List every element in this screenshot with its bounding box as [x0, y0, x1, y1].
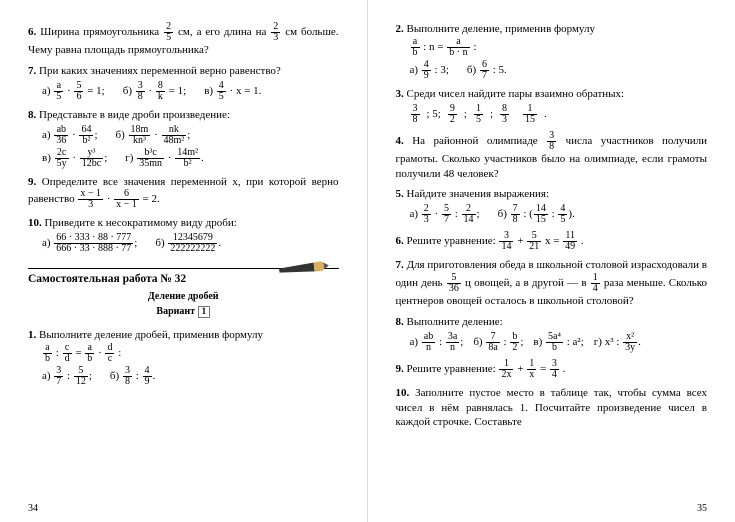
problem-8: 8. Представьте в виде дроби произведение…	[28, 108, 339, 169]
problem-3: 3. Среди чисел найдите пары взаимно обра…	[396, 87, 708, 125]
text: Выполните деление дробей, применив форму…	[39, 329, 263, 341]
problem-4: 4. На районной олимпиаде 38 числа участн…	[396, 131, 708, 182]
item-num: 6.	[28, 26, 36, 38]
item-num: 9.	[28, 176, 36, 188]
item-num: 6.	[396, 235, 404, 247]
item-num: 8.	[28, 109, 36, 121]
text: Выполните деление:	[407, 316, 503, 328]
text: Представьте в виде дроби произведение:	[39, 109, 230, 121]
text: Заполните пустое место в таблице так, чт…	[396, 387, 708, 429]
options-row: а) 37 : 512; б) 38 : 49.	[42, 366, 339, 387]
item-num: 8.	[396, 316, 404, 328]
item-num: 10.	[28, 217, 42, 229]
problem-6: 6. Ширина прямоугольника 25 см, а его дл…	[28, 22, 339, 58]
text: Найдите значения выражения:	[407, 188, 550, 200]
text: Среди чисел найдите пары взаимно обратны…	[407, 88, 625, 100]
item-num: 1.	[28, 329, 36, 341]
text: Ширина прямоугольника	[40, 26, 163, 38]
frac: 23	[271, 22, 280, 43]
frac: 25	[164, 22, 173, 43]
book-spread: 6. Ширина прямоугольника 25 см, а его дл…	[0, 0, 735, 522]
options-row: а) ab36 · 64b²; б) 18mkn³ · nk48m²;	[42, 125, 339, 146]
variant-box: 1	[198, 306, 211, 318]
section-title: Самостоятельная работа	[28, 273, 157, 285]
item-num: 2.	[396, 23, 404, 35]
item-num: 5.	[396, 188, 404, 200]
options-row: а) 23 · 57 : 214; б) 78 : (1415 : 45).	[410, 204, 708, 225]
options-row: а) a5 · 56 = 1; б) 38 · 8k = 1; в) 45 · …	[42, 81, 339, 102]
problem-9: 9. Определите все значения переменной x,…	[28, 175, 339, 211]
pencil-icon	[278, 261, 329, 276]
text: Приведите к несократимому виду дроби:	[45, 217, 237, 229]
problem-10r: 10. Заполните пустое место в таблице так…	[396, 386, 708, 431]
options-row: а) abn : 3an; б) 78a : b2; в) 5a⁴b : a²;…	[410, 332, 708, 353]
text: Решите уравнение:	[407, 363, 499, 375]
text: Определите все значения переменной x, пр…	[28, 176, 339, 206]
section-subtitle: Деление дробей	[28, 291, 339, 302]
page-left: 6. Ширина прямоугольника 25 см, а его дл…	[0, 0, 368, 522]
problem-8r: 8. Выполните деление: а) abn : 3an; б) 7…	[396, 315, 708, 353]
problem-5: 5. Найдите значения выражения: а) 23 · 5…	[396, 187, 708, 225]
item-num: 7.	[28, 65, 36, 77]
text: На районной олимпиаде	[412, 135, 546, 147]
problem-10: 10. Приведите к несократимому виду дроби…	[28, 216, 339, 254]
options-row: в) 2c5y · y³12bc; г) b³c35mn · 14m²b².	[42, 148, 339, 169]
options-row: а) 66 · 333 · 88 · 777666 · 33 · 888 · 7…	[42, 233, 339, 254]
item-num: 7.	[396, 259, 404, 271]
text: При каких значениях переменной верно рав…	[39, 65, 281, 77]
problem-9r: 9. Решите уравнение: 12x + 1x = 34 .	[396, 359, 708, 380]
problem-7: 7. При каких значениях переменной верно …	[28, 64, 339, 102]
problem-1: 1. Выполните деление дробей, применив фо…	[28, 328, 339, 387]
page-number: 34	[28, 503, 38, 514]
item-num: 3.	[396, 88, 404, 100]
text: ц овощей, а в другой — в	[465, 277, 590, 289]
text: см, а его длина на	[178, 26, 270, 38]
page-right: 2. Выполните деление, применив формулу a…	[368, 0, 735, 522]
options-row: 38; 5; 92; 15; 83 115.	[410, 104, 708, 125]
text: Выполните деление, применив формулу	[407, 23, 595, 35]
section-header: Самостоятельная работа № 32 Деление дроб…	[28, 268, 339, 318]
item-num: 9.	[396, 363, 404, 375]
text: Решите уравнение:	[407, 235, 499, 247]
options-row: а) 49 : 3; б) 67 : 5.	[410, 60, 708, 81]
page-number: 35	[697, 503, 707, 514]
section-number: № 32	[160, 273, 186, 285]
variant-label: Вариант 1	[28, 306, 339, 318]
item-num: 10.	[396, 387, 410, 399]
item-num: 4.	[396, 135, 404, 147]
problem-2: 2. Выполните деление, применив формулу a…	[396, 22, 708, 81]
problem-6r: 6. Решите уравнение: 314 + 521 x = 1149 …	[396, 231, 708, 252]
problem-7r: 7. Для приготовления обеда в школьной ст…	[396, 258, 708, 309]
